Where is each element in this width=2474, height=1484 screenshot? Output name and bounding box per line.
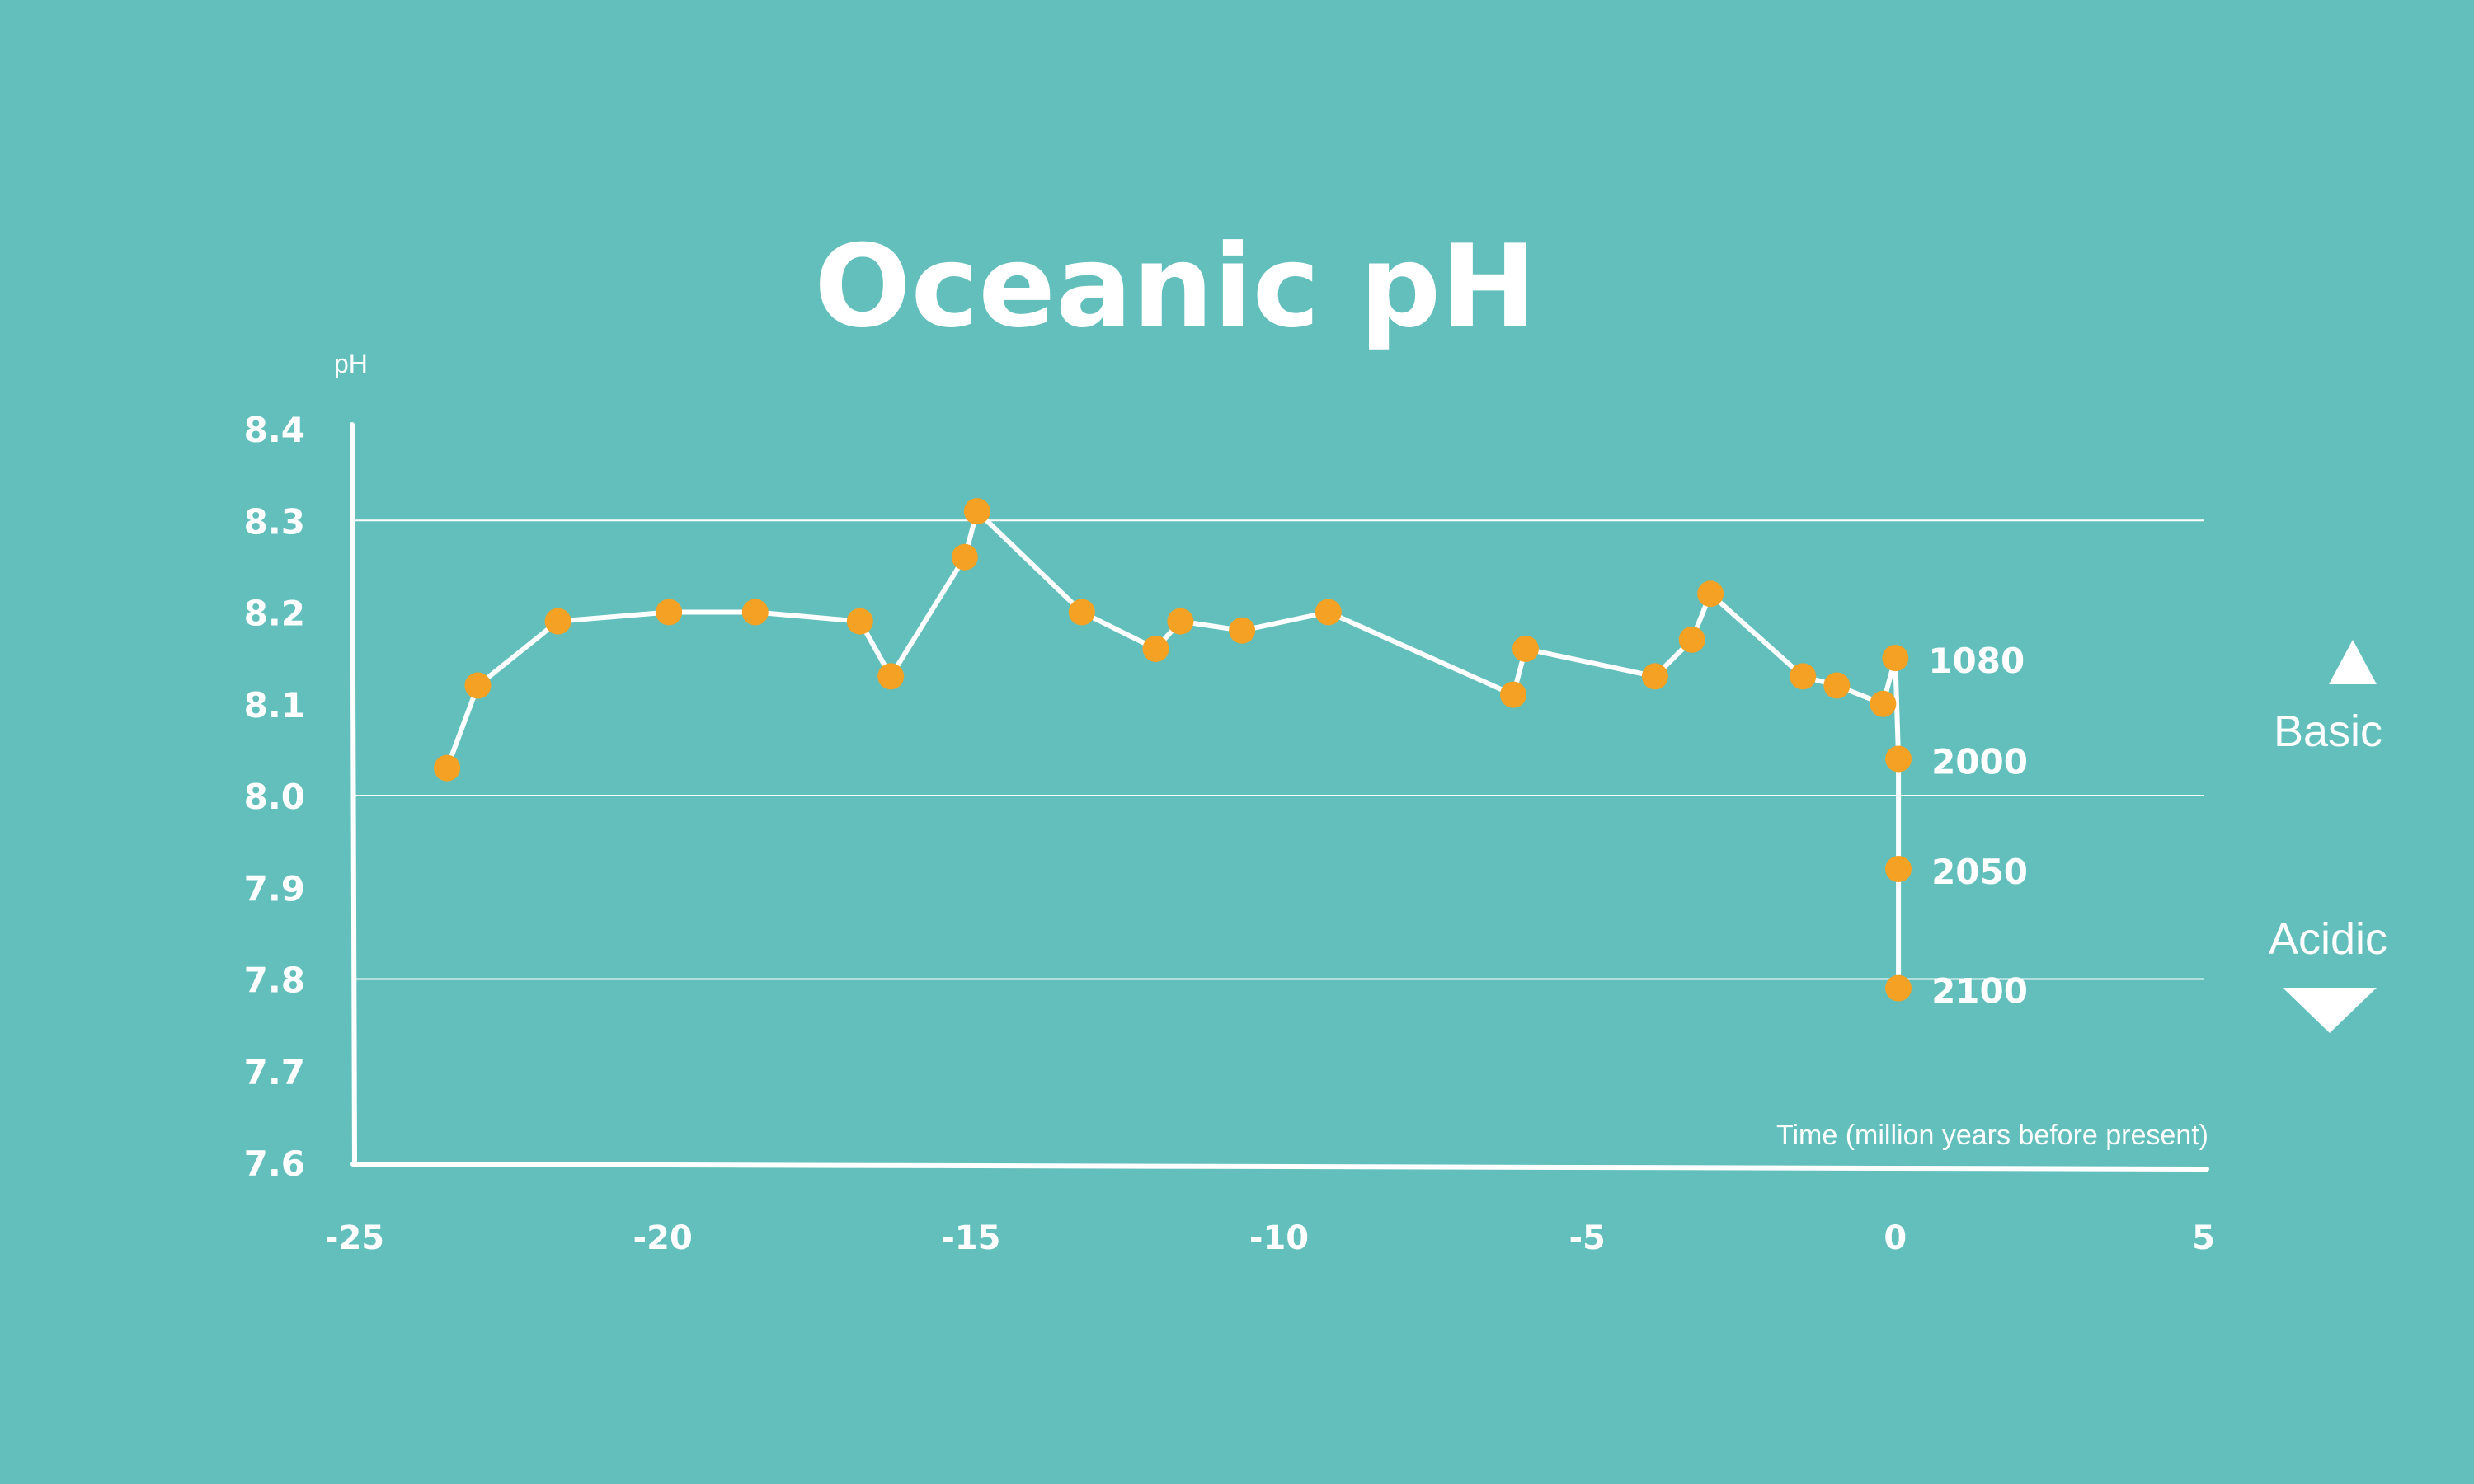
x-tick-label: -5 <box>1569 1219 1605 1257</box>
x-axis-label: Time (million years before present) <box>1776 1120 2208 1151</box>
y-tick-label: 7.9 <box>244 868 305 909</box>
data-point <box>1790 663 1817 690</box>
y-tick-label: 8.3 <box>244 501 305 542</box>
point-annotations: 1080 2000 2050 2100 <box>1928 641 2028 1012</box>
basic-label: Basic <box>2274 707 2382 756</box>
acidic-label: Acidic <box>2269 914 2387 964</box>
x-tick-label: -10 <box>1249 1219 1309 1257</box>
x-tick-label: 0 <box>1884 1219 1907 1257</box>
axes <box>350 422 2209 1172</box>
y-tick-labels: 8.4 8.3 8.2 8.1 8.0 7.9 7.8 7.7 7.6 <box>244 410 305 1184</box>
data-point <box>1823 672 1851 699</box>
y-axis-label: pH <box>334 349 368 378</box>
data-point <box>1315 599 1342 626</box>
chart-title: Oceanic pH <box>814 220 1536 353</box>
basic-up-arrow-icon <box>2329 640 2377 684</box>
x-axis-line <box>350 1162 2209 1172</box>
x-tick-label: 5 <box>2192 1219 2215 1257</box>
y-tick-label: 8.2 <box>244 594 305 634</box>
data-point <box>1142 636 1169 662</box>
point-annotation: 1080 <box>1928 641 2025 681</box>
data-point <box>1882 645 1909 672</box>
x-tick-label: -15 <box>941 1219 1000 1257</box>
point-annotation: 2100 <box>1931 971 2028 1012</box>
data-point <box>1885 745 1912 773</box>
y-tick-label: 8.1 <box>244 685 305 726</box>
y-tick-label: 7.7 <box>244 1052 305 1092</box>
acidic-down-arrow-icon <box>2283 988 2377 1033</box>
data-point <box>1641 663 1668 690</box>
point-annotation: 2000 <box>1931 742 2028 782</box>
point-annotation: 2050 <box>1931 852 2028 892</box>
data-series <box>434 498 1912 1002</box>
data-point <box>951 543 978 571</box>
x-tick-label: -25 <box>325 1219 384 1257</box>
data-point <box>464 672 492 699</box>
data-point <box>656 599 683 626</box>
y-tick-label: 7.6 <box>244 1144 305 1184</box>
y-tick-label: 8.0 <box>244 777 305 817</box>
data-point <box>1512 636 1539 662</box>
x-tick-label: -20 <box>633 1219 693 1257</box>
data-point <box>741 599 769 626</box>
data-point <box>846 608 873 635</box>
data-point <box>1885 856 1912 882</box>
data-point <box>1068 599 1095 626</box>
data-point <box>434 754 461 782</box>
data-point <box>1167 608 1194 635</box>
data-point <box>1870 690 1897 717</box>
y-tick-label: 8.4 <box>244 410 305 450</box>
data-point <box>1885 974 1912 1002</box>
data-point <box>877 663 905 690</box>
gridlines <box>355 519 2204 980</box>
data-point <box>963 498 990 525</box>
data-point <box>1229 617 1256 644</box>
x-tick-labels: -25 -20 -15 -10 -5 0 5 <box>325 1219 2215 1257</box>
data-point <box>1697 580 1724 608</box>
y-tick-label: 7.8 <box>244 960 305 1001</box>
data-point <box>1499 681 1526 708</box>
y-axis-line <box>350 422 357 1167</box>
basic-acidic-indicator: Basic Acidic <box>2269 640 2387 1033</box>
series-line <box>444 509 1902 991</box>
data-point <box>544 608 571 635</box>
data-point <box>1678 626 1705 653</box>
